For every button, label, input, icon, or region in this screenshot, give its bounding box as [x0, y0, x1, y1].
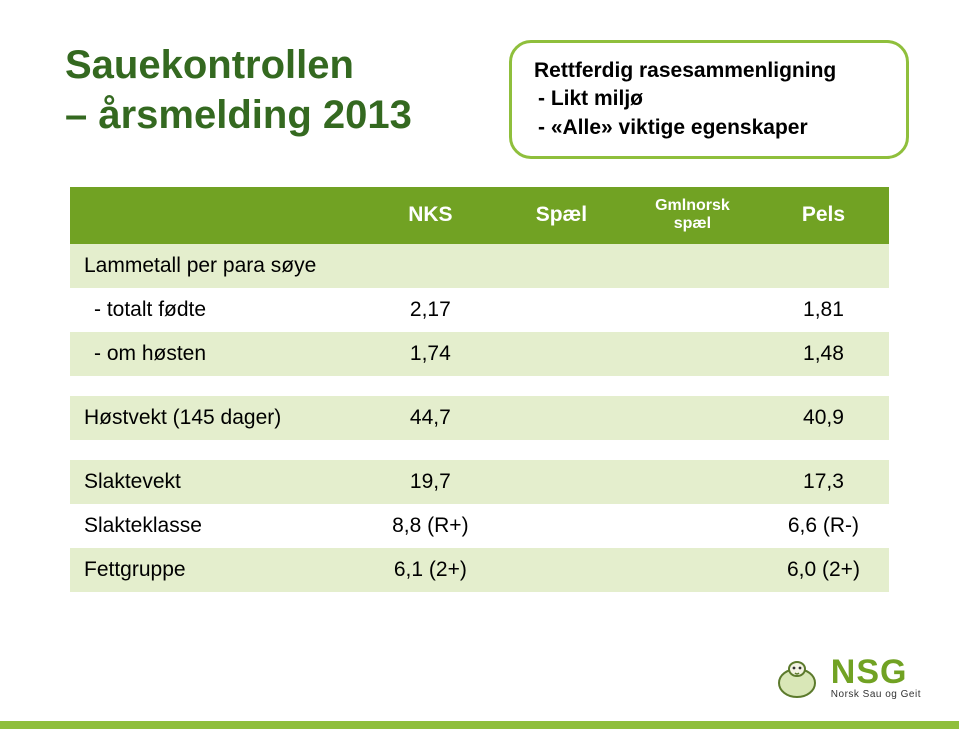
row-cell: 1,81 — [758, 288, 889, 332]
brand-logo-text: NSG — [831, 655, 921, 689]
row-label: Slakteklasse — [70, 504, 365, 548]
row-cell: 6,1 (2+) — [365, 548, 496, 592]
brand-logo-icon — [773, 653, 821, 701]
table-row: Slakteklasse8,8 (R+) 6,6 (R-) — [70, 504, 889, 548]
table-header-col3: Gmlnorsk spæl — [627, 187, 758, 244]
row-label: - om høsten — [70, 332, 365, 376]
row-cell — [496, 396, 627, 440]
table-row: Slaktevekt19,7 17,3 — [70, 460, 889, 504]
page-title-block: Sauekontrollen – årsmelding 2013 — [65, 40, 412, 140]
brand-logo-subtext: Norsk Sau og Geit — [831, 689, 921, 700]
page-title-line1: Sauekontrollen — [65, 40, 412, 90]
table-row — [70, 376, 889, 396]
row-cell — [496, 376, 627, 396]
row-cell: 40,9 — [758, 396, 889, 440]
data-table: NKS Spæl Gmlnorsk spæl Pels Lammetall pe… — [70, 187, 889, 592]
table-header-col1: NKS — [365, 187, 496, 244]
callout-box: Rettferdig rasesammenligning - Likt milj… — [509, 40, 909, 159]
brand-logo-text-wrap: NSG Norsk Sau og Geit — [831, 655, 921, 700]
row-cell — [627, 460, 758, 504]
row-cell — [758, 440, 889, 460]
row-cell — [758, 244, 889, 288]
row-cell — [365, 440, 496, 460]
callout-bullet-1: - Likt miljø — [534, 85, 884, 113]
data-table-wrap: NKS Spæl Gmlnorsk spæl Pels Lammetall pe… — [70, 187, 889, 592]
table-header-col4: Pels — [758, 187, 889, 244]
row-label: Slaktevekt — [70, 460, 365, 504]
table-row: - om høsten1,74 1,48 — [70, 332, 889, 376]
row-cell — [627, 440, 758, 460]
table-row: Lammetall per para søye — [70, 244, 889, 288]
row-cell: 2,17 — [365, 288, 496, 332]
row-label: Lammetall per para søye — [70, 244, 365, 288]
decorative-frame-bottom — [0, 721, 959, 729]
row-cell — [627, 504, 758, 548]
row-cell — [365, 244, 496, 288]
row-cell — [496, 460, 627, 504]
table-body: Lammetall per para søye- totalt fødte2,1… — [70, 244, 889, 592]
table-header-col2: Spæl — [496, 187, 627, 244]
callout-heading: Rettferdig rasesammenligning — [534, 57, 884, 85]
row-cell — [627, 396, 758, 440]
row-cell — [496, 504, 627, 548]
row-cell: 8,8 (R+) — [365, 504, 496, 548]
row-cell — [627, 244, 758, 288]
row-cell — [758, 376, 889, 396]
row-cell: 17,3 — [758, 460, 889, 504]
row-cell — [627, 288, 758, 332]
row-cell — [496, 288, 627, 332]
row-label: Fettgruppe — [70, 548, 365, 592]
page-title-line2: – årsmelding 2013 — [65, 90, 412, 140]
table-header-row: NKS Spæl Gmlnorsk spæl Pels — [70, 187, 889, 244]
row-cell — [627, 332, 758, 376]
row-cell: 19,7 — [365, 460, 496, 504]
row-cell: 44,7 — [365, 396, 496, 440]
row-label: Høstvekt (145 dager) — [70, 396, 365, 440]
row-cell — [496, 332, 627, 376]
row-label: - totalt fødte — [70, 288, 365, 332]
callout-bullet-2: - «Alle» viktige egenskaper — [534, 114, 884, 142]
table-row: Høstvekt (145 dager)44,7 40,9 — [70, 396, 889, 440]
row-label — [70, 376, 365, 396]
table-row — [70, 440, 889, 460]
row-cell — [627, 548, 758, 592]
row-cell — [627, 376, 758, 396]
brand-logo: NSG Norsk Sau og Geit — [773, 653, 921, 701]
row-cell — [496, 244, 627, 288]
table-row: Fettgruppe6,1 (2+) 6,0 (2+) — [70, 548, 889, 592]
row-cell — [496, 548, 627, 592]
row-cell — [496, 440, 627, 460]
row-cell: 1,74 — [365, 332, 496, 376]
row-cell — [365, 376, 496, 396]
table-header-blank — [70, 187, 365, 244]
row-cell: 6,6 (R-) — [758, 504, 889, 548]
row-label — [70, 440, 365, 460]
row-cell: 6,0 (2+) — [758, 548, 889, 592]
table-row: - totalt fødte2,17 1,81 — [70, 288, 889, 332]
row-cell: 1,48 — [758, 332, 889, 376]
